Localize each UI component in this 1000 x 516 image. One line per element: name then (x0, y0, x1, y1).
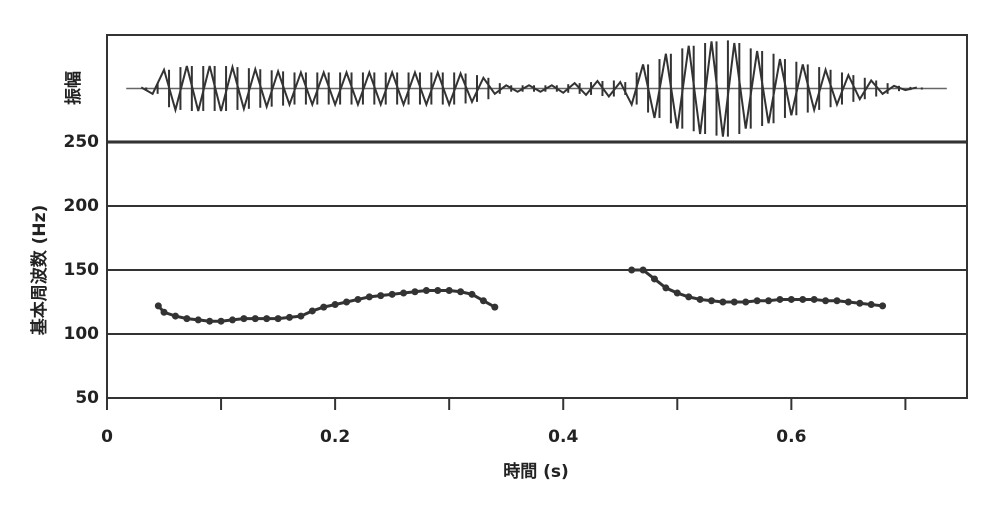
f0-point (445, 286, 453, 294)
f0-point (799, 295, 807, 303)
x-tick-label: 0.6 (776, 427, 806, 447)
f0-point (650, 275, 658, 283)
y-axis-label: 基本周波数 (Hz) (29, 205, 50, 337)
f0-point (787, 295, 795, 303)
f0-point (160, 308, 168, 316)
f0-point (377, 292, 385, 300)
f0-point (708, 297, 716, 305)
f0-point (343, 298, 351, 306)
f0-point (685, 293, 693, 301)
f0-point (662, 284, 670, 292)
f0-point (240, 315, 248, 323)
f0-point (422, 286, 430, 294)
f0-point (206, 317, 214, 325)
f0-point (183, 315, 191, 323)
f0-point (194, 316, 202, 324)
y-tick-label: 250 (64, 132, 100, 152)
f0-point (833, 297, 841, 305)
x-tick-label: 0.4 (548, 427, 578, 447)
f0-point (879, 302, 887, 310)
f0-point (457, 288, 465, 296)
f0-point (308, 307, 316, 315)
f0-point (400, 289, 408, 297)
f0-point (274, 315, 282, 323)
f0-point (411, 288, 419, 296)
f0-point (263, 315, 271, 323)
f0-point (297, 312, 305, 320)
f0-point (251, 315, 259, 323)
f0-point (434, 286, 442, 294)
f0-point (228, 316, 236, 324)
f0-point (719, 298, 727, 306)
f0-point (673, 289, 681, 297)
f0-point (171, 312, 179, 320)
f0-point (628, 266, 636, 274)
f0-point (742, 298, 750, 306)
f0-point (479, 297, 487, 305)
amplitude-label: 振幅 (63, 71, 84, 105)
f0-point (856, 299, 864, 307)
f0-point (730, 298, 738, 306)
f0-point (844, 298, 852, 306)
x-tick-label: 0.2 (320, 427, 350, 447)
f0-point (753, 297, 761, 305)
f0-point (388, 290, 396, 298)
f0-point (765, 297, 773, 305)
f0-point (468, 290, 476, 298)
y-tick-label: 200 (64, 196, 100, 216)
f0-point (810, 295, 818, 303)
f0-point (331, 301, 339, 309)
waveform (140, 41, 918, 137)
f0-point (365, 293, 373, 301)
f0-point (217, 317, 225, 325)
x-axis-label: 時間 (s) (503, 461, 569, 482)
y-tick-label: 50 (75, 388, 99, 408)
f0-point (354, 295, 362, 303)
f0-point (491, 303, 499, 311)
f0-point (776, 295, 784, 303)
y-tick-label: 100 (64, 324, 100, 344)
f0-point (639, 266, 647, 274)
f0-point (822, 297, 830, 305)
f0-line (157, 268, 883, 323)
y-tick-label: 150 (64, 260, 100, 280)
f0-point (696, 295, 704, 303)
f0-point (320, 303, 328, 311)
f0-point (154, 302, 162, 310)
f0-point (867, 301, 875, 309)
x-tick-label: 0 (101, 427, 113, 447)
f0-point (285, 313, 293, 321)
